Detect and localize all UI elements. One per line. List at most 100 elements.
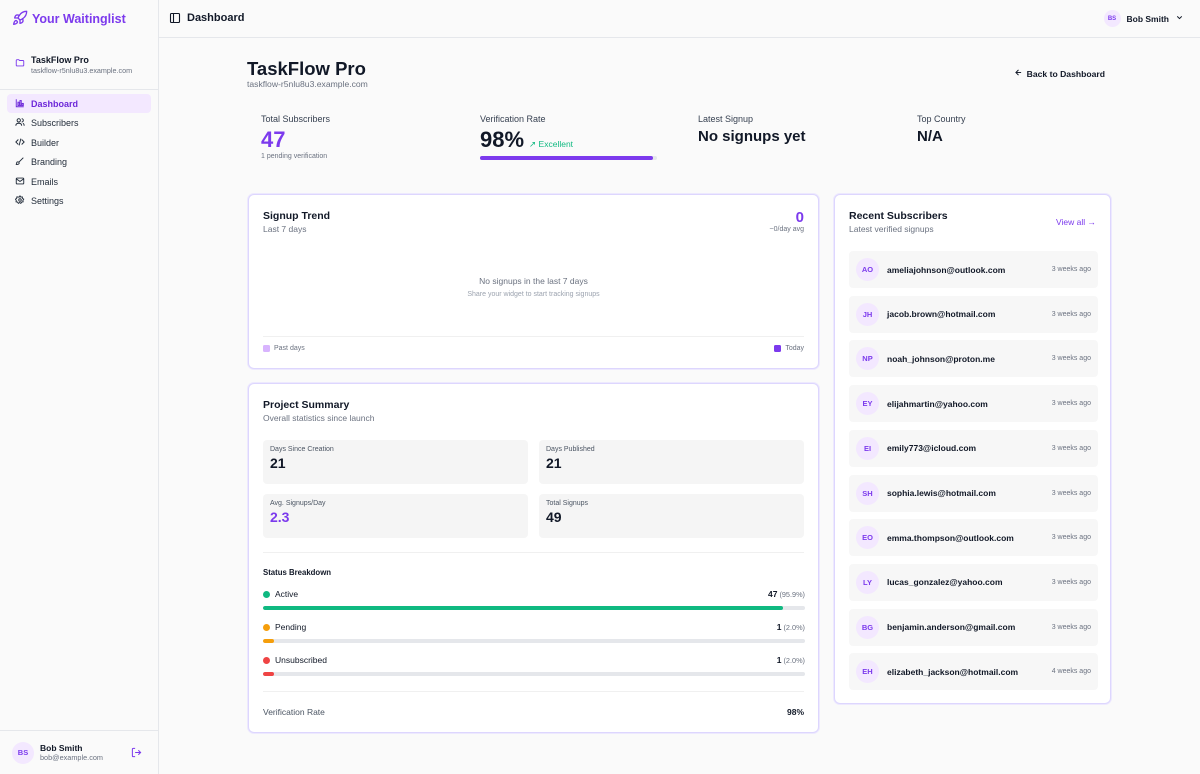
empty-subtitle: Share your widget to start tracking sign… [467,291,600,298]
sidebar-item-settings[interactable]: Settings [7,192,151,211]
brush-icon [15,156,25,168]
subscriber-time: 3 weeks ago [1051,578,1091,586]
arrow-left-icon [1014,68,1023,79]
project-domain: taskflow-r5nlu8u3.example.com [247,79,368,89]
list-item[interactable]: EI emily773@icloud.com 3 weeks ago [849,429,1098,467]
avatar: BS [12,741,34,764]
stat-top-country: Top Country N/A [917,114,966,145]
metric-value: 2.3 [270,509,290,525]
status-breakdown-title: Status Breakdown [263,568,332,577]
list-item[interactable]: JH jacob.brown@hotmail.com 3 weeks ago [849,295,1098,333]
divider [263,336,804,337]
list-item[interactable]: AO ameliajohnson@outlook.com 3 weeks ago [849,251,1098,288]
divider [263,691,804,692]
user-menu[interactable]: BS Bob Smith [1103,10,1185,27]
subscriber-email: lucas_gonzalez@yahoo.com [887,577,1003,588]
metric-avg-signups: Avg. Signups/Day 2.3 [263,494,528,538]
project-name: TaskFlow Pro [31,55,89,65]
list-item[interactable]: EY elijahmartin@yahoo.com 3 weeks ago [849,385,1098,423]
avatar: EI [856,436,879,460]
user-name: Bob Smith [1126,13,1170,24]
sidebar-toggle-icon[interactable] [169,12,181,27]
divider [0,89,158,90]
user-name: Bob Smith [40,743,83,753]
back-to-dashboard-link[interactable]: Back to Dashboard [1014,68,1105,79]
subscriber-time: 3 weeks ago [1051,310,1091,318]
subscriber-email: ameliajohnson@outlook.com [887,264,1006,275]
subscriber-email: elijahmartin@yahoo.com [887,398,988,409]
status-row-unsubscribed: Unsubscribed 1 (2.0%) [263,655,805,676]
project-domain: taskflow-r5nlu8u3.example.com [31,66,133,75]
subscriber-email: elizabeth_jackson@hotmail.com [887,666,1019,677]
card-subtitle: Last 7 days [263,224,307,234]
stat-sub: 1 pending verification [261,153,328,160]
subscriber-time: 3 weeks ago [1051,623,1091,631]
legend-label: Past days [274,345,305,352]
card-title: Recent Subscribers [849,210,948,222]
brand[interactable]: Your Waitinglist [0,0,158,38]
sidebar-item-subscribers[interactable]: Subscribers [7,114,151,133]
list-item[interactable]: EO emma.thompson@outlook.com 3 weeks ago [849,519,1098,557]
metric-label: Avg. Signups/Day [270,500,326,507]
sidebar-nav: Dashboard Subscribers Builder Branding E… [0,94,158,211]
list-item[interactable]: SH sophia.lewis@hotmail.com 3 weeks ago [849,474,1098,512]
sidebar-item-label: Branding [31,157,68,167]
subscriber-time: 4 weeks ago [1051,668,1091,676]
status-label: Pending [275,622,307,632]
status-count: 47 [767,589,778,599]
subscriber-time: 3 weeks ago [1051,444,1091,452]
subscriber-email: sophia.lewis@hotmail.com [887,488,996,498]
sidebar-item-emails[interactable]: Emails [7,172,151,191]
card-title: Signup Trend [263,210,331,222]
status-row-active: Active 47 (95.9%) [263,589,805,610]
stat-value: No signups yet [698,128,806,145]
view-all-link[interactable]: View all → [1056,217,1096,227]
verification-progress-bar [480,156,657,160]
legend-swatch [263,345,270,352]
list-item[interactable]: EH elizabeth_jackson@hotmail.com 4 weeks a… [849,653,1098,691]
divider [263,552,804,553]
avatar: SH [856,481,879,505]
status-bar-fill [263,639,274,643]
status-label: Active [275,589,299,599]
avatar: AO [856,258,879,281]
subscriber-time: 3 weeks ago [1051,489,1091,497]
project-switcher[interactable]: TaskFlow Pro taskflow-r5nlu8u3.example.c… [0,46,158,85]
sidebar-item-builder[interactable]: Builder [7,133,151,152]
sidebar-user[interactable]: BS Bob Smith bob@example.com [0,730,159,774]
stat-value: N/A [917,128,943,145]
subscriber-email: jacob.brown@hotmail.com [887,309,996,320]
status-bar [263,672,805,676]
subscriber-time: 3 weeks ago [1051,266,1091,273]
metric-label: Total Signups [546,500,589,507]
metric-value: 21 [270,455,286,471]
list-item[interactable]: BG benjamin.anderson@gmail.com 3 weeks ago [849,608,1098,646]
legend-swatch [774,345,782,352]
stat-label: Top Country [917,114,966,124]
card-title: Project Summary [263,399,350,411]
badge-label: Excellent [538,139,574,149]
status-dot [263,590,270,598]
list-item[interactable]: NP noah_johnson@proton.me 3 weeks ago [849,340,1098,378]
arrow-up-right-icon: ↗ [529,139,537,149]
users-icon [15,117,25,129]
avatar: LY [856,570,879,594]
project-title: TaskFlow Pro [247,58,366,79]
metric-days-since-creation: Days Since Creation 21 [263,440,528,484]
folder-icon [15,57,25,71]
metric-value: 49 [546,509,562,525]
topbar: Dashboard BS Bob Smith [159,0,1200,38]
avatar: BG [856,615,879,639]
user-email: bob@example.com [40,753,103,762]
logout-icon[interactable] [131,747,142,761]
list-item[interactable]: LY lucas_gonzalez@yahoo.com 3 weeks ago [849,563,1098,601]
stat-value: 98% [480,127,525,152]
project-summary-card: Project Summary Overall statistics since… [248,383,819,733]
sidebar-item-dashboard[interactable]: Dashboard [7,94,151,113]
empty-state: No signups in the last 7 days Share your… [249,276,818,298]
sidebar-item-branding[interactable]: Branding [7,153,151,172]
progress-fill [480,156,654,160]
chevron-down-icon [1175,13,1184,24]
sidebar: Your Waitinglist TaskFlow Pro taskflow-r… [0,0,159,774]
page-title: Dashboard [187,12,245,24]
